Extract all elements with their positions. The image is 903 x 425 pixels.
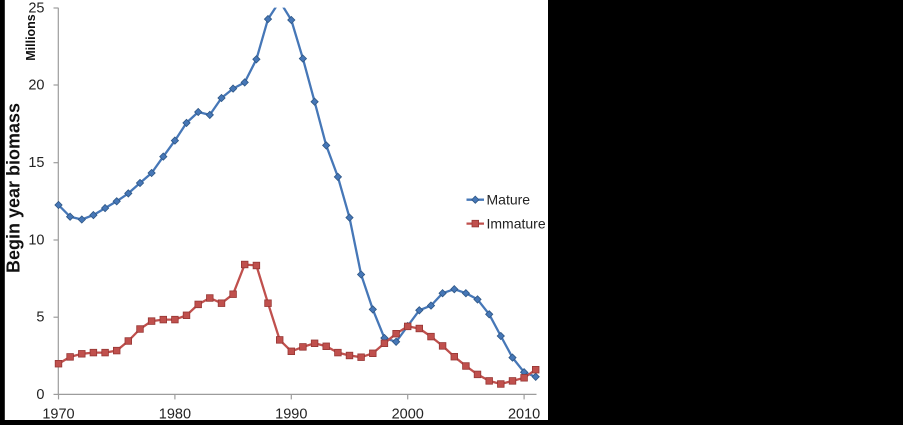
svg-text:1970: 1970 (42, 407, 74, 420)
svg-text:15: 15 (28, 155, 44, 171)
svg-text:5: 5 (36, 310, 44, 326)
svg-text:2010: 2010 (508, 407, 540, 420)
svg-text:Begin year biomass: Begin year biomass (4, 103, 24, 273)
svg-text:Millions: Millions (24, 14, 38, 61)
svg-text:25: 25 (28, 1, 44, 17)
svg-text:0: 0 (36, 387, 44, 403)
svg-text:1980: 1980 (159, 407, 191, 420)
svg-text:10: 10 (28, 233, 44, 249)
svg-text:2000: 2000 (392, 407, 424, 420)
svg-text:1990: 1990 (275, 407, 307, 420)
svg-text:Immature: Immature (487, 216, 546, 232)
svg-text:20: 20 (28, 78, 44, 94)
svg-text:Mature: Mature (487, 192, 531, 208)
